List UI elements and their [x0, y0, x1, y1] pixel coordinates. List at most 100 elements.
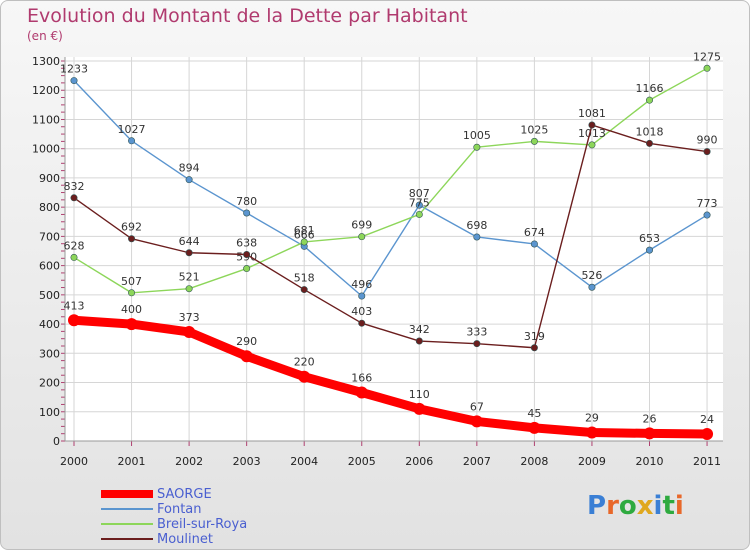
y-tick-label: 0: [53, 435, 60, 448]
data-point: [528, 421, 541, 434]
data-point: [358, 292, 366, 300]
plot-area: [65, 57, 723, 441]
data-label: 1013: [578, 127, 606, 140]
data-label: 1005: [463, 129, 491, 142]
data-label: 413: [64, 299, 85, 312]
data-label: 653: [639, 232, 660, 245]
data-point: [358, 319, 366, 327]
data-label: 342: [409, 323, 430, 336]
y-tick-label: 200: [39, 377, 60, 390]
data-label: 496: [351, 278, 372, 291]
data-label: 45: [527, 407, 541, 420]
data-point: [703, 211, 711, 219]
data-point: [643, 427, 656, 440]
data-label: 674: [524, 226, 545, 239]
data-point: [415, 210, 423, 218]
data-label: 220: [294, 356, 315, 369]
data-label: 400: [121, 303, 142, 316]
data-label: 26: [643, 412, 657, 425]
legend-item: Breil-sur-Roya: [101, 516, 248, 532]
data-label: 1233: [60, 63, 88, 76]
data-label: 518: [294, 272, 315, 285]
x-tick-label: 2006: [405, 455, 433, 468]
data-point: [588, 121, 596, 129]
data-point: [70, 253, 78, 261]
x-tick-label: 2002: [175, 455, 203, 468]
data-label: 1166: [636, 82, 664, 95]
y-tick-label: 700: [39, 230, 60, 243]
y-tick-label: 1300: [32, 55, 60, 68]
data-label: 1275: [693, 50, 721, 63]
data-point: [588, 283, 596, 291]
data-point: [473, 143, 481, 151]
data-point: [185, 176, 193, 184]
data-label: 681: [294, 224, 315, 237]
data-label: 507: [121, 275, 142, 288]
data-label: 894: [179, 162, 200, 175]
legend-label: SAORGE: [157, 486, 212, 502]
logo-letter: i: [653, 491, 663, 521]
data-point: [473, 340, 481, 348]
data-point: [70, 77, 78, 85]
data-point: [243, 251, 251, 259]
data-label: 775: [409, 196, 430, 209]
data-label: 990: [697, 134, 718, 147]
data-point: [128, 137, 136, 145]
legend-label: Moulinet: [157, 531, 213, 547]
data-label: 290: [236, 335, 257, 348]
data-label: 628: [64, 239, 85, 252]
y-tick-label: 100: [39, 406, 60, 419]
chart-subtitle: (en €): [27, 29, 63, 43]
data-point: [645, 139, 653, 147]
data-point: [300, 286, 308, 294]
legend-label: Fontan: [157, 501, 202, 517]
y-tick-label: 600: [39, 260, 60, 273]
logo-letter: r: [606, 491, 619, 521]
x-tick-label: 2008: [520, 455, 548, 468]
data-label: 1081: [578, 107, 606, 120]
data-label: 521: [179, 271, 200, 284]
data-label: 110: [409, 388, 430, 401]
data-point: [185, 285, 193, 293]
data-point: [183, 325, 196, 338]
data-point: [355, 386, 368, 399]
logo-letter: i: [674, 491, 684, 521]
data-label: 692: [121, 221, 142, 234]
data-point: [358, 233, 366, 241]
x-tick-label: 2000: [60, 455, 88, 468]
data-point: [703, 148, 711, 156]
data-point: [530, 240, 538, 248]
chart-title: Evolution du Montant de la Dette par Hab…: [27, 5, 468, 27]
data-label: 666: [294, 228, 315, 241]
y-tick-label: 1000: [32, 143, 60, 156]
data-point: [701, 427, 714, 440]
data-point: [703, 64, 711, 72]
logo-letter: P: [587, 491, 607, 521]
x-tick-label: 2003: [233, 455, 261, 468]
data-label: 780: [236, 195, 257, 208]
data-point: [415, 337, 423, 345]
x-tick-label: 2005: [348, 455, 376, 468]
data-point: [415, 201, 423, 209]
data-point: [240, 350, 253, 363]
data-point: [185, 249, 193, 257]
data-label: 29: [585, 412, 599, 425]
series-line-saorge: [69, 315, 712, 439]
y-tick-label: 900: [39, 172, 60, 185]
data-label: 403: [351, 305, 372, 318]
data-point: [243, 265, 251, 273]
data-label: 333: [466, 326, 487, 339]
logo-letter: o: [618, 491, 637, 521]
series-line-moulinet: [73, 124, 708, 349]
data-point: [645, 246, 653, 254]
data-point: [530, 344, 538, 352]
data-point: [125, 318, 138, 331]
data-label: 24: [700, 413, 714, 426]
x-tick-label: 2007: [463, 455, 491, 468]
data-label: 526: [581, 269, 602, 282]
legend-label: Breil-sur-Roya: [157, 516, 248, 532]
data-point: [70, 194, 78, 202]
logo-letter: t: [662, 491, 675, 521]
